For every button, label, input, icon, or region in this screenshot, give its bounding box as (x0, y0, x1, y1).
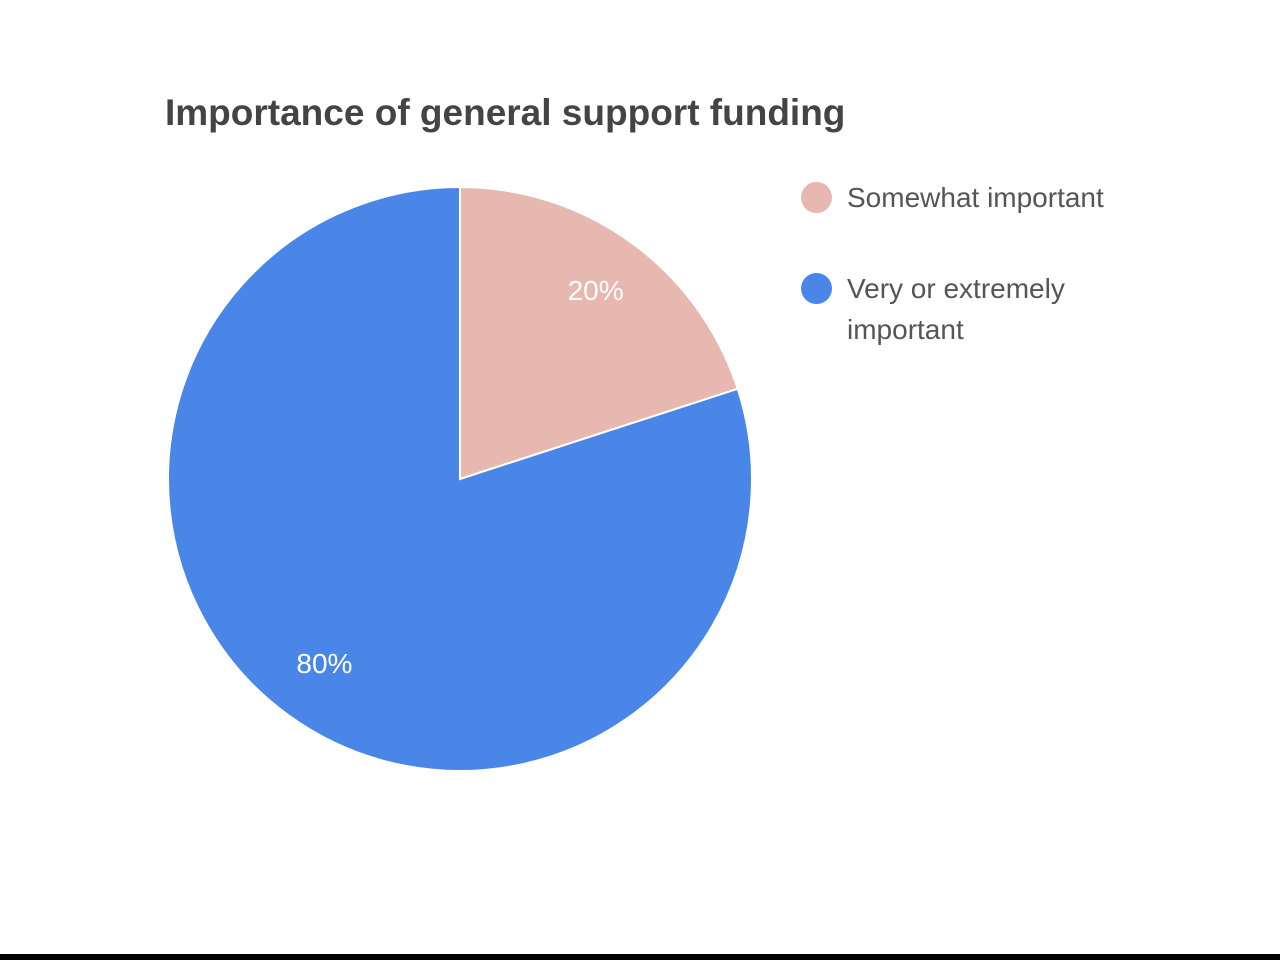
legend-swatch (801, 273, 832, 304)
legend-label: Very or extremely important (847, 273, 1065, 345)
chart-title: Importance of general support funding (165, 92, 845, 133)
legend-swatch (801, 182, 832, 213)
bottom-bar (0, 954, 1280, 960)
pie-slice (167, 185, 753, 772)
data-label: 20% (568, 275, 624, 306)
legend-item: Very or extremely important (801, 268, 1107, 350)
legend-item: Somewhat important (801, 177, 1107, 218)
legend-label: Somewhat important (847, 182, 1104, 213)
data-label: 80% (296, 648, 352, 679)
pie-slice (459, 185, 739, 481)
